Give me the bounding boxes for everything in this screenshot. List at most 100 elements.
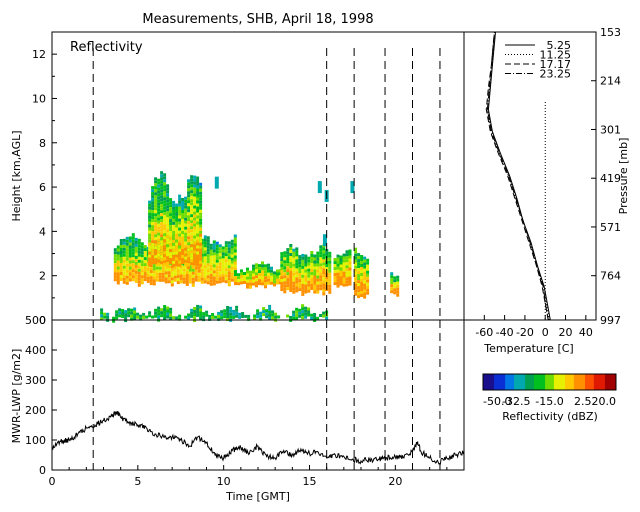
reflectivity-echo (214, 176, 219, 189)
reflectivity-cell (166, 250, 170, 254)
reflectivity-cell (181, 246, 185, 249)
reflectivity-cell (224, 250, 228, 254)
reflectivity-cell (295, 271, 299, 275)
reflectivity-cell (348, 258, 352, 262)
reflectivity-cell (169, 310, 173, 314)
reflectivity-cell (360, 255, 364, 258)
reflectivity-cell (304, 281, 308, 285)
reflectivity-cell (265, 312, 269, 316)
reflectivity-cell (140, 245, 144, 249)
reflectivity-cell (172, 242, 176, 246)
reflectivity-cell (163, 197, 167, 201)
reflectivity-cell (128, 269, 132, 273)
reflectivity-cell (227, 256, 231, 260)
reflectivity-cell (354, 262, 358, 266)
reflectivity-cell (270, 266, 273, 270)
reflectivity-cell (292, 287, 296, 291)
reflectivity-cell (276, 275, 279, 279)
reflectivity-cell (133, 307, 137, 311)
reflectivity-cell (190, 314, 194, 318)
reflectivity-cell (289, 265, 293, 268)
reflectivity-cell (179, 268, 183, 272)
reflectivity-cell (158, 278, 162, 282)
reflectivity-cell (322, 268, 326, 272)
reflectivity-cell (196, 248, 200, 252)
reflectivity-cell (227, 241, 231, 245)
reflectivity-cell (125, 269, 129, 273)
reflectivity-cell (149, 276, 153, 280)
reflectivity-cell (131, 272, 135, 276)
reflectivity-cell (175, 221, 179, 225)
reflectivity-cell (209, 267, 213, 271)
reflectivity-cell (160, 171, 164, 175)
reflectivity-cell (154, 195, 158, 199)
reflectivity-cell (148, 230, 152, 234)
reflectivity-cell (160, 228, 164, 232)
reflectivity-cell (193, 208, 197, 212)
reflectivity-cell (193, 214, 197, 218)
reflectivity-cell (322, 253, 326, 257)
reflectivity-cell (270, 275, 273, 279)
colorbar-tick-label: -15.0 (535, 395, 563, 408)
colorbar-cell (609, 374, 612, 390)
reflectivity-cell (301, 304, 305, 308)
reflectivity-cell (298, 258, 302, 262)
reflectivity-cell (295, 277, 299, 281)
reflectivity-cell (286, 287, 290, 291)
reflectivity-cell (163, 233, 167, 237)
reflectivity-cell (160, 311, 164, 315)
reflectivity-cell (116, 275, 120, 279)
reflectivity-cell (233, 237, 237, 241)
reflectivity-cell (193, 244, 197, 248)
reflectivity-cell (255, 278, 258, 282)
reflectivity-cell (166, 196, 170, 200)
reflectivity-cell (295, 259, 299, 263)
reflectivity-cell (396, 293, 400, 297)
reflectivity-cell (154, 234, 158, 238)
reflectivity-cell (366, 279, 370, 283)
reflectivity-cell (148, 251, 152, 255)
reflectivity-cell (176, 266, 180, 270)
reflectivity-cell (237, 273, 240, 277)
reflectivity-cell (187, 221, 191, 225)
temperature-profiles (485, 31, 551, 321)
reflectivity-cell (363, 292, 367, 296)
reflectivity-cell (185, 271, 189, 274)
reflectivity-cell (137, 253, 141, 257)
reflectivity-cell (252, 267, 255, 271)
reflectivity-cell (128, 263, 132, 267)
reflectivity-cell (283, 281, 287, 285)
reflectivity-cell (328, 275, 332, 279)
reflectivity-cell (295, 307, 299, 311)
reflectivity-cell (178, 224, 182, 228)
reflectivity-cell (230, 257, 234, 261)
reflectivity-cell (313, 316, 317, 319)
reflectivity-cell (199, 182, 203, 186)
reflectivity-cell (200, 271, 204, 275)
reflectivity-cell (268, 304, 272, 308)
reflectivity-cell (212, 264, 216, 268)
reflectivity-cell (220, 316, 224, 320)
reflectivity-cell (328, 254, 332, 258)
reflectivity-cell (187, 239, 191, 243)
reflectivity-cell (209, 255, 213, 259)
reflectivity-cell (169, 316, 173, 320)
reflectivity-cell (233, 240, 237, 244)
reflectivity-cell (173, 275, 177, 279)
reflectivity-cell (191, 271, 195, 275)
reflectivity-cell (289, 256, 293, 259)
reflectivity-cell (301, 265, 305, 269)
reflectivity-cell (319, 284, 323, 288)
reflectivity-cell (230, 254, 234, 258)
reflectivity-cell (316, 263, 320, 267)
reflectivity-cell (301, 316, 305, 320)
reflectivity-cell (140, 263, 144, 267)
reflectivity-cell (190, 226, 194, 230)
reflectivity-cell (301, 310, 305, 314)
reflectivity-cell (163, 242, 167, 246)
reflectivity-cell (184, 259, 188, 263)
reflectivity-cell (166, 199, 170, 203)
reflectivity-cell (313, 281, 317, 285)
reflectivity-cell (249, 279, 252, 283)
reflectivity-cell (166, 235, 170, 239)
